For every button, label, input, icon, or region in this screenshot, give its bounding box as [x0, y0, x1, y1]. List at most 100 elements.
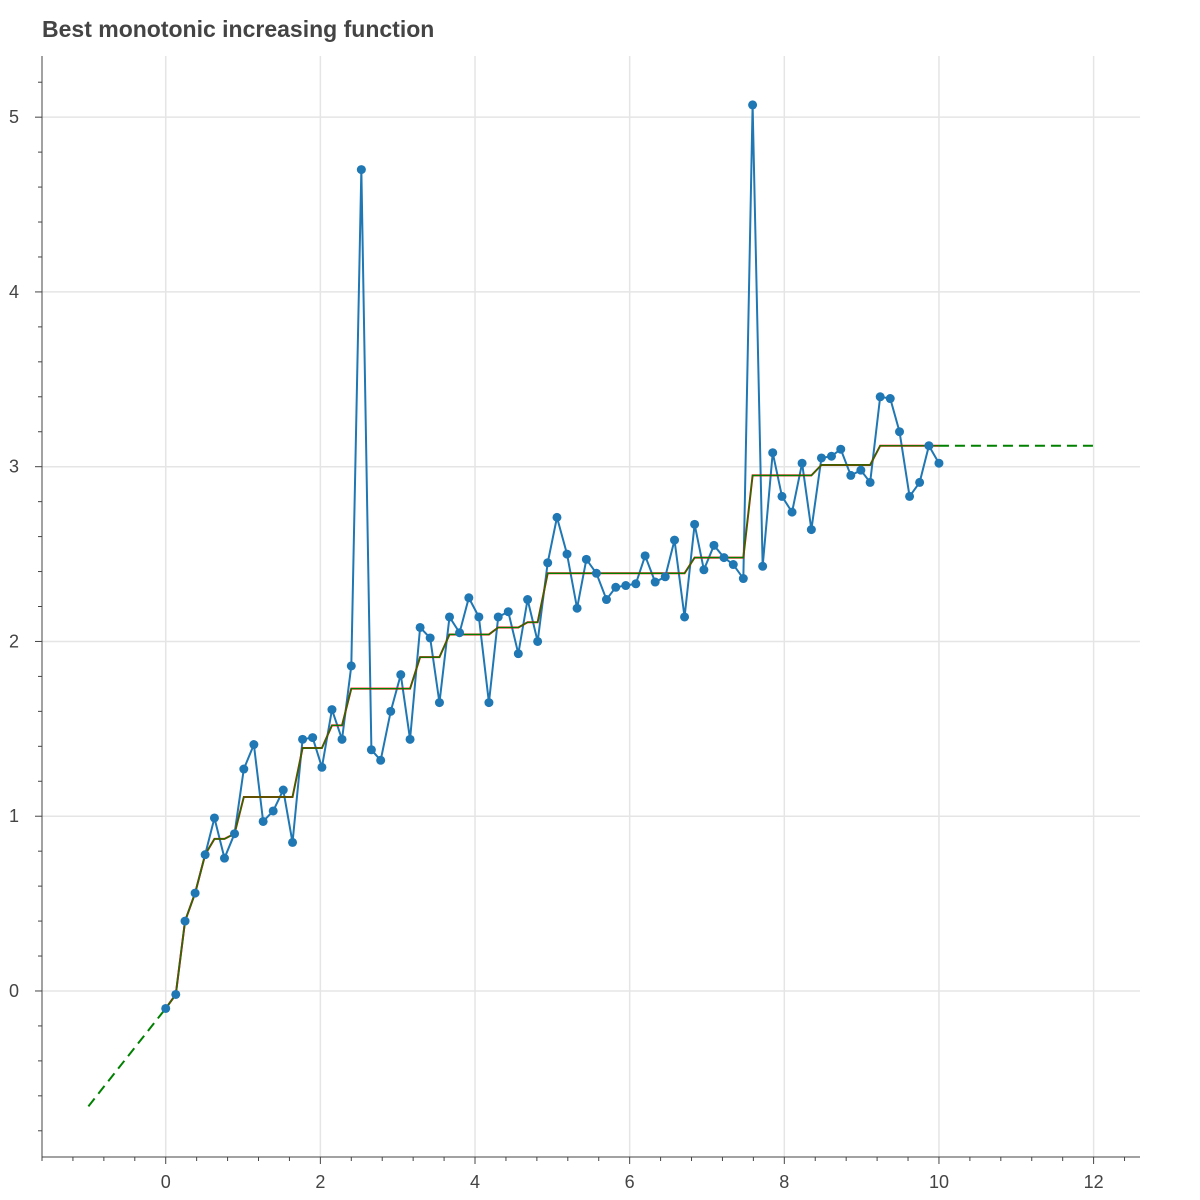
data-point [249, 740, 259, 750]
data-point [924, 441, 934, 451]
data-point [875, 392, 885, 402]
data-point [670, 535, 680, 545]
data-point [601, 595, 611, 605]
data-point [934, 458, 944, 468]
data-point [719, 553, 729, 563]
data-point [865, 477, 875, 487]
data-point [690, 519, 700, 529]
y-tick-label: 5 [9, 107, 19, 127]
data-point [552, 512, 562, 522]
data-point [562, 549, 572, 559]
data-point [738, 574, 748, 584]
data-point [386, 706, 396, 716]
data-point [915, 477, 925, 487]
interpolation-line [165, 445, 939, 1009]
data-point [484, 698, 494, 708]
data-point [631, 579, 641, 589]
data-point [728, 560, 738, 570]
data-point [543, 558, 553, 568]
data-point [327, 705, 337, 715]
data-point [748, 100, 758, 110]
data-point [621, 581, 631, 591]
data-point [533, 636, 543, 646]
data-point [905, 491, 915, 501]
data-point [581, 554, 591, 564]
data-point [650, 577, 660, 587]
data-point [572, 603, 582, 613]
data-point [200, 850, 210, 860]
data-point [806, 525, 816, 535]
grid-lines [42, 56, 1140, 1157]
data-point [239, 764, 249, 774]
data-point [846, 470, 856, 480]
data-point [464, 593, 474, 603]
data-point [288, 837, 298, 847]
data-point [190, 888, 200, 898]
data-point [826, 451, 836, 461]
isotonic-fit-line [164, 444, 939, 1010]
data-point [836, 444, 846, 454]
data-point [209, 813, 219, 823]
data-point [895, 427, 905, 437]
data-point [258, 816, 268, 826]
data-point [219, 853, 229, 863]
x-tick-label: 6 [625, 1172, 635, 1192]
data-point [503, 607, 513, 617]
data-point [405, 734, 415, 744]
data-point [611, 582, 621, 592]
x-tick-label: 4 [470, 1172, 480, 1192]
data-point [278, 785, 288, 795]
data-point [396, 670, 406, 680]
x-tick-label: 12 [1084, 1172, 1104, 1192]
data-point [777, 491, 787, 501]
data-point [444, 612, 454, 622]
data-point [298, 734, 308, 744]
data-point [356, 165, 366, 175]
data-point [768, 448, 778, 458]
data-point [493, 612, 503, 622]
data-point [346, 661, 356, 671]
data-point [180, 916, 190, 926]
data-point [308, 733, 318, 743]
data-point [376, 755, 386, 765]
data-point [797, 458, 807, 468]
data-point [474, 612, 484, 622]
data-point [513, 649, 523, 659]
data-point [758, 561, 768, 571]
data-point [366, 745, 376, 755]
data-point [171, 989, 181, 999]
y-tick-label: 2 [9, 631, 19, 651]
x-tick-label: 2 [315, 1172, 325, 1192]
data-point [591, 568, 601, 578]
chart-title: Best monotonic increasing function [42, 16, 435, 42]
data-point [885, 394, 895, 404]
data-point [680, 612, 690, 622]
data-point [425, 633, 435, 643]
data-point [709, 540, 719, 550]
data-point [415, 622, 425, 632]
data-line [164, 104, 940, 1010]
x-tick-label: 8 [779, 1172, 789, 1192]
data-point [161, 1003, 171, 1013]
data-point [640, 551, 650, 561]
data-point [660, 572, 670, 582]
y-tick-label: 0 [9, 981, 19, 1001]
extrapolation-dashed-line [87, 1007, 167, 1107]
x-tick-label: 0 [161, 1172, 171, 1192]
x-tick-label: 10 [929, 1172, 949, 1192]
data-point [699, 565, 709, 575]
y-tick-label: 1 [9, 806, 19, 826]
data-point [434, 698, 444, 708]
data-point [230, 829, 240, 839]
data-point [787, 507, 797, 517]
data-point [268, 806, 278, 816]
y-tick-label: 4 [9, 282, 19, 302]
data-point [455, 628, 465, 638]
data-point [337, 734, 347, 744]
data-point [816, 453, 826, 463]
data-point [856, 465, 866, 475]
series-layer [87, 100, 1094, 1107]
data-point [317, 762, 327, 772]
